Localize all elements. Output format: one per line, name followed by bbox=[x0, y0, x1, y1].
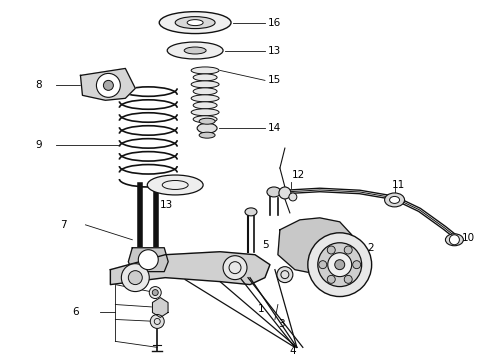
Circle shape bbox=[150, 315, 164, 328]
Circle shape bbox=[103, 80, 113, 90]
Text: 4: 4 bbox=[290, 346, 296, 356]
Text: 13: 13 bbox=[268, 45, 281, 55]
Circle shape bbox=[152, 289, 158, 296]
Circle shape bbox=[449, 235, 460, 245]
Ellipse shape bbox=[390, 197, 399, 203]
Ellipse shape bbox=[193, 74, 217, 81]
Ellipse shape bbox=[147, 175, 203, 195]
Circle shape bbox=[344, 275, 352, 283]
Ellipse shape bbox=[175, 17, 215, 28]
Circle shape bbox=[308, 233, 371, 297]
Ellipse shape bbox=[199, 132, 215, 138]
Circle shape bbox=[279, 187, 291, 199]
Text: 3: 3 bbox=[278, 319, 285, 329]
Circle shape bbox=[327, 246, 335, 254]
Circle shape bbox=[319, 261, 327, 269]
Text: 8: 8 bbox=[36, 80, 42, 90]
Circle shape bbox=[353, 261, 361, 269]
Text: 1: 1 bbox=[258, 305, 265, 315]
Polygon shape bbox=[80, 68, 135, 100]
Circle shape bbox=[149, 287, 161, 298]
Ellipse shape bbox=[191, 81, 219, 88]
Ellipse shape bbox=[191, 95, 219, 102]
Ellipse shape bbox=[193, 116, 217, 123]
Text: 7: 7 bbox=[61, 220, 67, 230]
Text: 11: 11 bbox=[392, 180, 405, 190]
Ellipse shape bbox=[197, 123, 217, 133]
Ellipse shape bbox=[385, 193, 405, 207]
Text: 6: 6 bbox=[73, 307, 79, 318]
Circle shape bbox=[97, 73, 121, 97]
Ellipse shape bbox=[445, 234, 464, 246]
Ellipse shape bbox=[199, 118, 215, 124]
Ellipse shape bbox=[159, 12, 231, 33]
Circle shape bbox=[327, 275, 335, 283]
Ellipse shape bbox=[193, 102, 217, 109]
Ellipse shape bbox=[167, 42, 223, 59]
Circle shape bbox=[344, 246, 352, 254]
Text: 5: 5 bbox=[262, 240, 269, 250]
Ellipse shape bbox=[184, 47, 206, 54]
Circle shape bbox=[328, 253, 352, 276]
Circle shape bbox=[223, 256, 247, 280]
Circle shape bbox=[277, 267, 293, 283]
Circle shape bbox=[128, 271, 142, 285]
Ellipse shape bbox=[193, 88, 217, 95]
Polygon shape bbox=[152, 298, 168, 318]
Polygon shape bbox=[128, 248, 168, 272]
Circle shape bbox=[335, 260, 345, 270]
Text: 15: 15 bbox=[268, 75, 281, 85]
Polygon shape bbox=[278, 218, 352, 275]
Text: 13: 13 bbox=[160, 200, 173, 210]
Circle shape bbox=[318, 243, 362, 287]
Circle shape bbox=[138, 250, 158, 270]
Text: 12: 12 bbox=[292, 170, 305, 180]
Text: 16: 16 bbox=[268, 18, 281, 28]
Ellipse shape bbox=[245, 208, 257, 216]
Text: 9: 9 bbox=[36, 140, 42, 150]
Circle shape bbox=[289, 193, 297, 201]
Ellipse shape bbox=[267, 187, 281, 197]
Ellipse shape bbox=[191, 109, 219, 116]
Circle shape bbox=[122, 264, 149, 292]
Text: 14: 14 bbox=[268, 123, 281, 133]
Polygon shape bbox=[110, 252, 270, 285]
Text: 2: 2 bbox=[368, 243, 374, 253]
Text: 10: 10 bbox=[462, 233, 474, 243]
Ellipse shape bbox=[187, 20, 203, 26]
Ellipse shape bbox=[191, 67, 219, 74]
